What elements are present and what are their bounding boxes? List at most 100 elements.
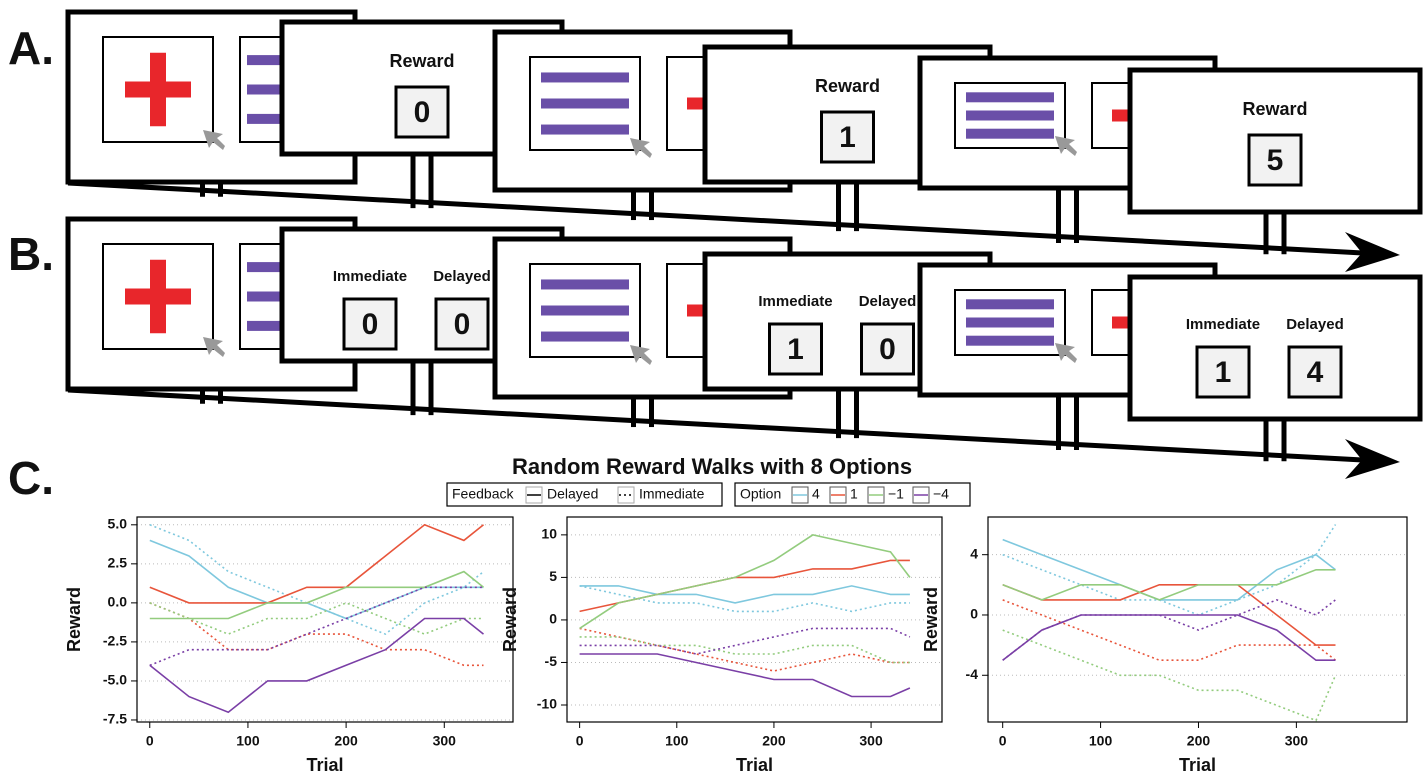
walk-line — [579, 585, 910, 604]
legend-key — [829, 486, 847, 504]
walk-line — [149, 523, 484, 604]
y-tick-label: 0.0 — [108, 594, 128, 610]
legend-label: Delayed — [547, 486, 598, 502]
x-axis-label: Trial — [736, 755, 773, 775]
walk-line — [149, 570, 485, 620]
timeline-arrowhead — [1345, 232, 1400, 273]
walk-line — [1002, 584, 1336, 646]
legend-title: Feedback — [452, 486, 514, 502]
feedback-box — [1247, 133, 1303, 187]
walk-line — [579, 653, 911, 698]
feedback-title: Immediate — [758, 293, 832, 310]
y-tick-label: 5.0 — [108, 516, 128, 532]
cursor — [630, 345, 652, 365]
cursor — [630, 138, 652, 158]
walk-line — [149, 617, 484, 714]
legend-label: 4 — [812, 486, 820, 502]
panel-label: A. — [8, 22, 54, 74]
feedback-value: 0 — [414, 96, 431, 129]
y-tick-label: 5 — [549, 568, 557, 584]
legend-key — [791, 486, 809, 504]
walk-line — [149, 602, 484, 667]
feedback-title: Delayed — [859, 293, 917, 310]
stimulus-bar — [966, 335, 1054, 346]
cursor — [1055, 136, 1077, 156]
walk-line — [579, 559, 910, 613]
walk-line — [579, 585, 910, 613]
y-tick-label: -5 — [545, 653, 558, 669]
stimulus-bar — [541, 305, 629, 316]
chart-title: Random Reward Walks with 8 Options — [512, 454, 912, 479]
y-tick-label: 0 — [549, 611, 557, 627]
y-tick-label: -4 — [966, 666, 979, 682]
stimulus-bar — [247, 320, 303, 331]
stimulus-cross — [150, 259, 166, 334]
x-tick-label: 300 — [433, 733, 457, 749]
walk-line — [1002, 569, 1336, 601]
y-tick-label: -7.5 — [103, 711, 127, 727]
y-axis-label: Reward — [921, 587, 941, 652]
plot-frame — [566, 516, 943, 723]
stimulus-bar — [966, 110, 1054, 121]
x-axis-label: Trial — [306, 755, 343, 775]
legend-key — [525, 486, 543, 504]
x-tick-label: 200 — [334, 733, 358, 749]
walk-line — [149, 539, 484, 620]
walk-line — [1002, 599, 1336, 661]
x-tick-label: 100 — [665, 733, 689, 749]
cursor — [203, 130, 225, 150]
timeline-arrowhead — [1345, 439, 1400, 480]
stimulus-bar — [966, 299, 1054, 310]
legend-box — [734, 482, 971, 507]
feedback-title: Reward — [389, 51, 454, 71]
walk-line — [1002, 538, 1336, 601]
x-tick-label: 0 — [999, 733, 1007, 749]
timeline — [67, 180, 1366, 256]
feedback-box — [1195, 345, 1251, 399]
feedback-value: 1 — [1215, 356, 1232, 389]
walk-line — [1002, 524, 1337, 616]
x-tick-label: 0 — [576, 733, 584, 749]
feedback-box — [394, 85, 450, 139]
plot-frame — [136, 516, 514, 723]
timeline — [67, 387, 1366, 463]
legend-label: Immediate — [639, 486, 705, 502]
walk-line — [1002, 599, 1336, 661]
feedback-title: Delayed — [433, 268, 491, 285]
legend-label: −4 — [933, 486, 949, 502]
cursor — [1055, 343, 1077, 363]
feedback-title: Immediate — [1186, 316, 1260, 333]
feedback-value: 1 — [787, 333, 804, 366]
x-tick-label: 200 — [762, 733, 786, 749]
stimulus-bar — [247, 262, 303, 273]
panel-label: B. — [8, 228, 54, 280]
stimulus-bar — [541, 331, 629, 342]
walk-line — [579, 627, 911, 655]
y-tick-label: 0 — [970, 606, 978, 622]
stimulus-bar — [247, 291, 303, 302]
y-tick-label: 2.5 — [108, 555, 128, 571]
walk-line — [579, 636, 910, 664]
y-axis-label: Reward — [64, 587, 84, 652]
plot-frame — [987, 516, 1408, 723]
walk-line — [579, 627, 910, 672]
x-tick-label: 300 — [1285, 733, 1309, 749]
feedback-box — [820, 110, 875, 164]
y-tick-label: -5.0 — [103, 672, 127, 688]
feedback-box — [1287, 345, 1343, 399]
walk-line — [579, 534, 911, 630]
y-axis-label: Reward — [500, 587, 520, 652]
stimulus-bar — [541, 279, 629, 290]
y-tick-label: 10 — [541, 526, 557, 542]
feedback-value: 4 — [1307, 356, 1324, 389]
legend-title: Option — [740, 486, 781, 502]
stimulus-bar — [966, 128, 1054, 139]
stimulus-bar — [247, 84, 303, 95]
feedback-title: Reward — [815, 76, 880, 96]
stimulus-bar — [247, 55, 303, 66]
stimulus-bar — [247, 113, 303, 124]
x-axis-label: Trial — [1179, 755, 1216, 775]
stimulus-bar — [541, 98, 629, 109]
feedback-value: 0 — [362, 308, 379, 341]
